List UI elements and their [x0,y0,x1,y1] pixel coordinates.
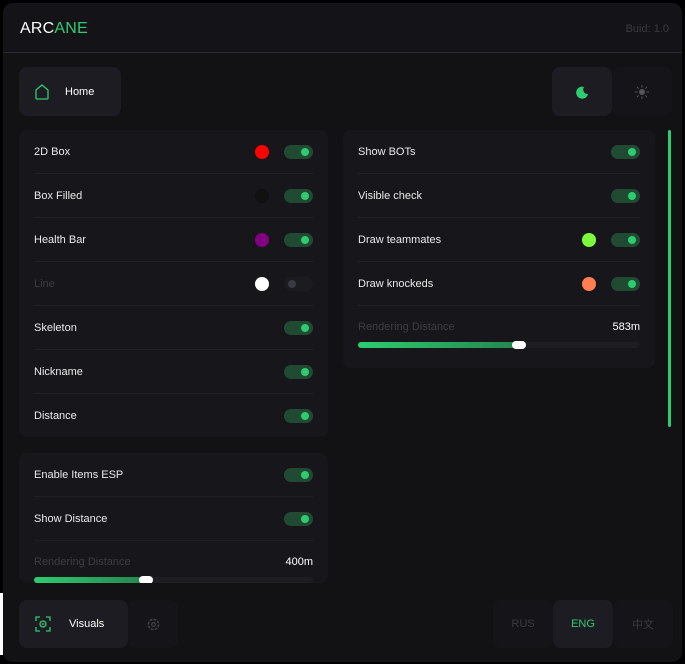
app-window: ARCANE Buid: 1.0 Home 2D Box Box Filled He… [3,3,682,662]
setting-label: Distance [34,410,77,422]
setting-row: Show BOTs [358,130,640,174]
moon-icon [576,86,588,99]
distance-slider[interactable] [358,341,640,349]
player-esp-panel: 2D Box Box Filled Health Bar Line Skeleton Ni… [19,130,328,437]
slider-row: Rendering Distance 583m [358,306,640,366]
color-picker[interactable] [582,233,596,247]
setting-row: Distance [34,394,313,437]
setting-row: Health Bar [34,218,313,262]
toggle-switch[interactable] [284,468,313,482]
home-icon [35,83,49,100]
logo: ARCANE [20,20,88,37]
dark-theme-button[interactable] [552,67,612,116]
slider-fill [358,342,519,348]
language-label: ENG [571,618,595,630]
toggle-switch[interactable] [611,189,640,203]
setting-row: Skeleton [34,306,313,350]
language-button[interactable]: ENG [553,600,613,648]
visuals-label: Visuals [69,618,105,630]
light-theme-button[interactable] [612,67,672,116]
setting-label: Enable Items ESP [34,468,124,481]
setting-row: Nickname [34,350,313,394]
distance-slider[interactable] [34,576,313,583]
bots-panel: Show BOTs Visible check Draw teammates Draw… [343,130,655,368]
color-picker[interactable] [582,277,596,291]
slider-fill [34,577,146,583]
toggle-switch[interactable] [284,365,313,379]
slider-label: Rendering Distance [34,556,131,568]
setting-label: Draw teammates [358,233,442,246]
color-picker[interactable] [255,145,269,159]
language-button[interactable]: RUS [493,600,553,648]
toggle-switch[interactable] [284,145,313,159]
slider-row: Rendering Distance 400m [34,541,313,583]
settings-tab[interactable] [128,600,178,648]
toggle-switch[interactable] [284,277,313,291]
setting-row: Enable Items ESP [34,453,313,497]
header: ARCANE Buid: 1.0 [3,3,682,53]
gear-icon [147,618,159,630]
window-edge [0,593,3,655]
setting-row: Show Distance [34,497,313,541]
setting-label: Show Distance [34,512,108,525]
build-version: Buid: 1.0 [625,23,669,35]
home-button[interactable]: Home [19,67,121,116]
slider-value: 400m [285,556,313,568]
sun-icon [635,84,649,99]
toggle-switch[interactable] [611,277,640,291]
setting-row: Visible check [358,174,640,218]
slider-value: 583m [612,321,640,333]
language-label: RUS [511,618,535,630]
setting-label: Skeleton [34,321,77,334]
setting-label: Show BOTs [358,145,416,158]
setting-row: Draw knockeds [358,262,640,306]
eye-icon [35,616,51,632]
setting-row: Draw teammates [358,218,640,262]
slider-label: Rendering Distance [358,321,455,333]
setting-label: 2D Box [34,145,71,158]
toggle-switch[interactable] [284,189,313,203]
toggle-switch[interactable] [284,512,313,526]
home-label: Home [65,85,95,98]
setting-label: Visible check [358,189,422,202]
slider-thumb[interactable] [511,341,526,349]
setting-label: Nickname [34,365,83,378]
toggle-switch[interactable] [611,233,640,247]
setting-label: Health Bar [34,233,86,246]
color-picker[interactable] [255,277,269,291]
toggle-switch[interactable] [611,145,640,159]
items-esp-panel: Enable Items ESP Show Distance Rendering D… [19,453,328,583]
setting-label: Box Filled [34,189,83,202]
setting-label: Line [34,277,55,290]
setting-row: Line [34,262,313,306]
language-label: 中文 [632,619,654,631]
setting-row: 2D Box [34,130,313,174]
setting-label: Draw knockeds [358,277,434,290]
visuals-tab[interactable]: Visuals [19,600,128,648]
slider-thumb[interactable] [138,576,153,583]
toggle-switch[interactable] [284,409,313,423]
toggle-switch[interactable] [284,321,313,335]
language-button[interactable]: 中文 [613,600,673,648]
setting-row: Box Filled [34,174,313,218]
scrollbar[interactable] [668,130,671,427]
toggle-switch[interactable] [284,233,313,247]
color-picker[interactable] [255,233,269,247]
color-picker[interactable] [255,189,269,203]
